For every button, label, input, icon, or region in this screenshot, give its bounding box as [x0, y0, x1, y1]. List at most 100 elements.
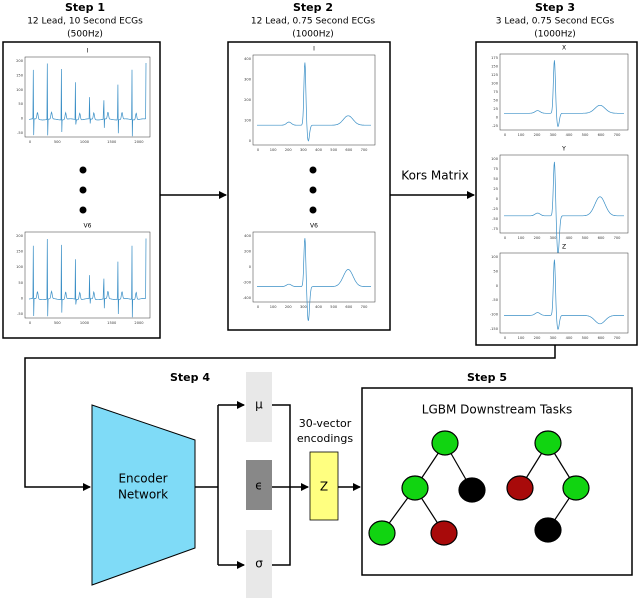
x-tick-label: 200	[285, 305, 293, 309]
x-tick-label: 500	[330, 305, 338, 309]
x-tick-label: 1500	[107, 140, 117, 144]
plot-title: Z	[562, 244, 566, 251]
x-tick-label: 700	[361, 305, 369, 309]
x-tick-label: 300	[550, 133, 558, 137]
x-tick-label: 300	[300, 305, 308, 309]
x-tick-label: 100	[518, 236, 526, 240]
x-tick-label: 0	[29, 321, 32, 325]
ellipsis-dot	[79, 206, 87, 214]
plot-title: X	[562, 45, 566, 52]
x-tick-label: 500	[54, 321, 62, 325]
x-tick-label: 200	[534, 133, 542, 137]
y-tick-label: -50	[17, 131, 24, 135]
x-tick-label: 100	[518, 336, 526, 340]
lgbm-title: LGBM Downstream Tasks	[422, 403, 572, 417]
ellipsis-dot	[79, 166, 87, 174]
arrow	[24, 345, 556, 491]
x-tick-label: 200	[285, 148, 293, 152]
x-tick-label: 0	[29, 140, 32, 144]
x-tick-label: 1000	[80, 321, 90, 325]
y-tick-label: 50	[493, 99, 498, 103]
y-tick-label: -50	[492, 217, 499, 221]
epsilon-label: ϵ	[255, 479, 262, 493]
step-title: Step 1	[65, 1, 105, 14]
mu-label: μ	[255, 398, 263, 412]
y-tick-label: 0	[249, 139, 252, 143]
x-tick-label: 700	[614, 133, 622, 137]
ecg-trace	[257, 62, 371, 142]
step-subtitle: 12 Lead, 0.75 Second ECGs	[251, 17, 375, 27]
x-tick-label: 0	[504, 236, 507, 240]
step-subtitle: 3 Lead, 0.75 Second ECGs	[496, 17, 615, 27]
ecg-trace	[504, 259, 624, 331]
ellipsis-dot	[309, 166, 317, 174]
x-tick-label: 300	[550, 236, 558, 240]
y-tick-label: 150	[16, 250, 24, 254]
epsilon-box	[246, 460, 272, 510]
step-subtitle: (1000Hz)	[534, 30, 575, 40]
y-tick-label: 75	[493, 90, 498, 94]
x-tick-label: 600	[345, 305, 353, 309]
y-tick-label: 0	[21, 117, 24, 121]
y-tick-label: 300	[244, 78, 252, 82]
x-tick-label: 300	[300, 148, 308, 152]
encoder-label: Encoder	[118, 472, 167, 486]
y-tick-label: -50	[492, 298, 499, 302]
trees	[368, 430, 590, 546]
x-tick-label: 2000	[134, 321, 144, 325]
step-title: Step 2	[293, 1, 333, 14]
x-tick-label: 500	[54, 140, 62, 144]
x-tick-label: 2000	[134, 140, 144, 144]
y-tick-label: 25	[493, 107, 498, 111]
x-tick-label: 0	[504, 133, 507, 137]
y-tick-label: 200	[16, 59, 24, 63]
y-tick-label: 100	[491, 255, 499, 259]
x-tick-label: 400	[566, 236, 574, 240]
y-tick-label: 50	[18, 102, 23, 106]
y-tick-label: 25	[493, 187, 498, 191]
plot-title: V6	[84, 223, 92, 230]
plot-title: Y	[561, 146, 566, 153]
y-tick-label: 50	[493, 177, 498, 181]
encodings-label: encodings	[297, 432, 354, 445]
y-tick-label: -200	[243, 281, 252, 285]
x-tick-label: 400	[315, 305, 323, 309]
sigma-box	[246, 530, 272, 598]
y-tick-label: -150	[490, 327, 499, 331]
y-tick-label: 100	[491, 157, 499, 161]
y-tick-label: 400	[244, 234, 252, 238]
plot-title: V6	[310, 223, 318, 230]
y-tick-label: 100	[16, 88, 24, 92]
encodings-label: 30-vector	[299, 417, 352, 430]
x-tick-label: 100	[518, 133, 526, 137]
step-subtitle: 12 Lead, 10 Second ECGs	[27, 17, 143, 27]
y-tick-label: -25	[492, 124, 498, 128]
z-box	[309, 451, 339, 521]
plot-title: I	[313, 46, 315, 53]
ecg-trace	[257, 238, 371, 321]
x-tick-label: 400	[566, 133, 574, 137]
y-tick-label: -50	[17, 312, 24, 316]
plot-axes	[24, 231, 151, 319]
plot-axes	[499, 53, 629, 131]
x-tick-label: 100	[270, 148, 278, 152]
y-tick-label: 150	[491, 65, 499, 69]
y-tick-label: 75	[493, 167, 498, 171]
step-subtitle: (500Hz)	[67, 30, 103, 40]
y-tick-label: 200	[244, 250, 252, 254]
ellipsis-dot	[79, 186, 87, 194]
step5-title: Step 5	[467, 371, 507, 384]
y-tick-label: 150	[16, 73, 24, 77]
mu-box	[246, 372, 272, 442]
x-tick-label: 500	[582, 236, 590, 240]
encoder-label: Network	[118, 488, 168, 502]
plot-axes	[499, 154, 629, 234]
ellipsis-dot	[309, 186, 317, 194]
x-tick-label: 1000	[80, 140, 90, 144]
x-tick-label: 100	[270, 305, 278, 309]
y-tick-label: 50	[493, 269, 498, 273]
x-tick-label: 700	[614, 336, 622, 340]
x-tick-label: 0	[504, 336, 507, 340]
x-tick-label: 500	[582, 336, 590, 340]
x-tick-label: 1500	[107, 321, 117, 325]
